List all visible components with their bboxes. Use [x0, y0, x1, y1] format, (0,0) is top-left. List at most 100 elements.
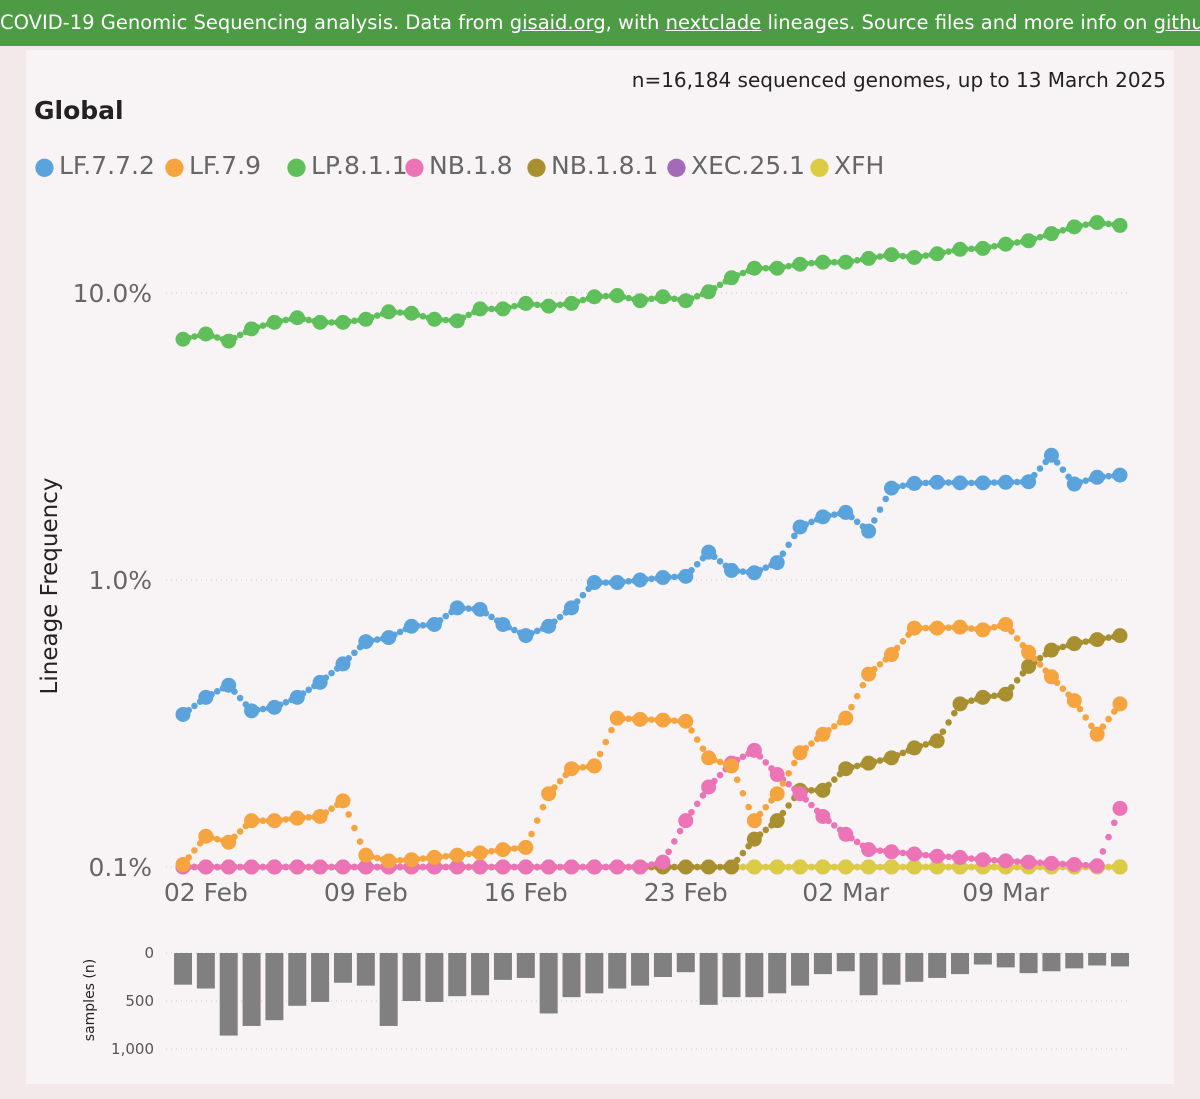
line-dot — [991, 863, 998, 871]
legend-label: LP.8.1.1 — [311, 151, 408, 180]
line-dot — [779, 550, 787, 557]
data-point — [952, 475, 968, 491]
line-dot — [642, 576, 650, 583]
gisaid-link[interactable]: gisaid.org — [509, 11, 606, 34]
line-dot — [831, 822, 838, 829]
line-dot — [236, 331, 244, 339]
line-dot — [671, 717, 678, 724]
line-dot — [779, 809, 787, 817]
data-point — [792, 859, 808, 875]
line-dot — [345, 863, 352, 871]
line-dot — [985, 693, 992, 700]
legend-label: NB.1.8 — [429, 151, 513, 180]
data-point — [906, 249, 922, 265]
line-dot — [648, 575, 655, 583]
line-dot — [533, 301, 541, 309]
line-dot — [282, 863, 290, 871]
line-dot — [511, 302, 518, 310]
data-point — [975, 689, 991, 705]
line-dot — [962, 245, 970, 253]
line-dot — [945, 719, 952, 726]
chart-canvas: n=16,184 sequenced genomes, up to 13 Mar… — [34, 68, 1166, 1058]
line-dot — [733, 776, 741, 783]
line-dot — [939, 479, 947, 486]
bars-y-axis: 0 500 1,000 — [111, 944, 154, 1058]
line-dot — [482, 609, 490, 617]
line-dot — [762, 826, 770, 834]
data-point — [449, 859, 465, 875]
sample-bar — [859, 953, 878, 996]
line-dot — [596, 863, 604, 871]
line-dot — [899, 482, 907, 490]
line-dot — [259, 705, 267, 713]
line-dot — [756, 566, 764, 574]
data-point — [381, 304, 397, 320]
line-dot — [436, 863, 444, 871]
line-dot — [488, 847, 495, 855]
data-point — [1021, 474, 1037, 490]
line-dot — [962, 863, 970, 871]
line-dot — [871, 517, 878, 524]
line-dot — [779, 780, 787, 787]
line-dot — [442, 612, 450, 620]
line-dot — [785, 780, 792, 788]
data-point — [929, 620, 945, 636]
data-point — [1089, 726, 1105, 742]
legend: ● LF.7.7.2 ● LF.7.9 ● LP.8.1.1● NB.1.8 ● NB.1.8.… — [34, 151, 884, 180]
line-dot — [1036, 465, 1044, 472]
data-point — [541, 298, 557, 314]
line-dot — [831, 776, 838, 783]
data-point — [906, 620, 922, 636]
chart-panel: n=16,184 sequenced genomes, up to 13 Mar… — [26, 50, 1174, 1084]
line-dot — [579, 296, 587, 304]
line-dot — [876, 847, 884, 854]
line-dot — [665, 848, 672, 856]
line-dot — [1008, 628, 1015, 635]
line-dot — [739, 269, 747, 277]
line-dot — [619, 863, 627, 871]
line-dot — [945, 863, 952, 871]
line-dot — [579, 591, 587, 599]
line-dot — [899, 637, 907, 645]
line-dot — [573, 764, 581, 772]
line-dot — [939, 249, 947, 256]
data-point — [449, 847, 465, 863]
data-point — [1112, 628, 1128, 644]
line-dot — [688, 727, 695, 734]
data-point — [1043, 447, 1059, 463]
data-point — [518, 839, 534, 855]
line-dot — [596, 750, 604, 758]
data-point — [198, 859, 214, 875]
line-dot — [373, 312, 381, 319]
data-point — [335, 314, 351, 330]
line-dot — [1105, 863, 1112, 871]
data-point — [952, 849, 968, 865]
line-dot — [968, 625, 975, 632]
line-dot — [396, 857, 404, 864]
line-dot — [802, 796, 810, 803]
line-dot — [756, 831, 764, 838]
line-dot — [528, 863, 535, 871]
sample-bar — [1042, 953, 1061, 972]
line-dot — [436, 853, 444, 861]
line-dot — [985, 856, 992, 864]
data-point — [404, 618, 420, 634]
data-point — [769, 859, 785, 875]
line-dot — [688, 295, 695, 302]
line-dot — [213, 687, 221, 695]
sample-bar — [1088, 953, 1107, 966]
data-point — [1089, 858, 1105, 874]
line-dot — [893, 752, 901, 759]
line-dot — [876, 863, 884, 871]
line-dot — [762, 863, 770, 871]
line-dot — [808, 259, 815, 267]
line-dot — [1013, 478, 1021, 486]
line-dot — [779, 863, 787, 871]
line-dot — [253, 817, 261, 824]
nextclade-link[interactable]: nextclade — [665, 11, 762, 34]
line-dot — [602, 292, 610, 300]
line-dot — [871, 758, 878, 766]
github-link[interactable]: github — [1153, 11, 1200, 34]
line-dot — [511, 863, 518, 871]
line-dot — [1099, 473, 1107, 481]
